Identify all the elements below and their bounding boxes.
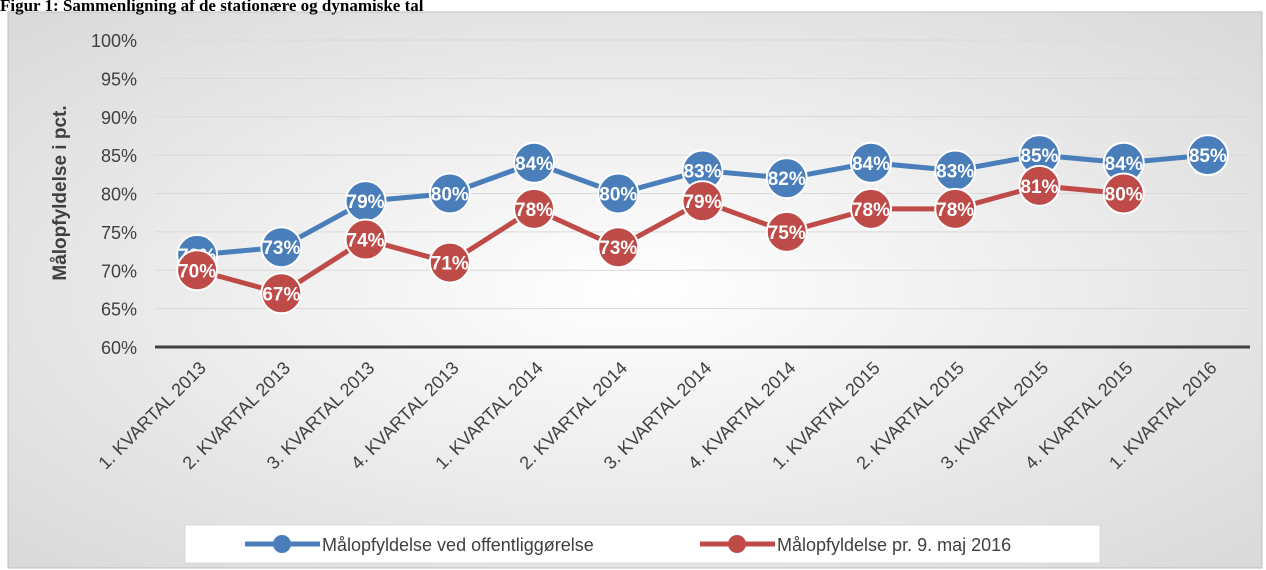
data-label: 78% xyxy=(936,200,974,221)
y-tick-label: 70% xyxy=(101,261,137,281)
y-tick-label: 95% xyxy=(101,69,137,89)
marker xyxy=(681,180,724,223)
marker xyxy=(344,218,387,261)
marker xyxy=(849,187,892,230)
marker xyxy=(849,141,892,184)
marker xyxy=(1102,172,1145,215)
y-tick-label: 100% xyxy=(91,31,137,51)
marker xyxy=(597,172,640,215)
marker xyxy=(597,226,640,269)
data-label: 79% xyxy=(683,192,721,213)
legend-label: Målopfyldelse pr. 9. maj 2016 xyxy=(777,535,1011,555)
data-label: 85% xyxy=(1189,146,1227,167)
legend-label: Målopfyldelse ved offentliggørelse xyxy=(322,535,594,555)
data-label: 78% xyxy=(515,200,553,221)
marker xyxy=(260,272,303,315)
data-label: 82% xyxy=(768,169,806,190)
data-label: 67% xyxy=(262,284,300,305)
data-label: 79% xyxy=(347,192,385,213)
data-label: 75% xyxy=(768,223,806,244)
data-label: 85% xyxy=(1020,146,1058,167)
y-tick-label: 75% xyxy=(101,223,137,243)
legend xyxy=(184,524,1101,564)
marker xyxy=(513,141,556,184)
data-label: 83% xyxy=(683,161,721,182)
data-label: 78% xyxy=(852,200,890,221)
marker xyxy=(765,157,808,200)
data-label: 81% xyxy=(1020,177,1058,198)
y-tick-label: 60% xyxy=(101,338,137,358)
data-label: 80% xyxy=(599,185,637,206)
chart-title: Figur 1: Sammenligning af de stationære … xyxy=(0,0,424,15)
data-label: 70% xyxy=(178,261,216,282)
data-label: 80% xyxy=(1105,185,1143,206)
data-label: 84% xyxy=(852,154,890,175)
marker xyxy=(934,187,977,230)
data-label: 83% xyxy=(936,161,974,182)
y-tick-label: 80% xyxy=(101,185,137,205)
marker xyxy=(260,226,303,269)
y-tick-label: 90% xyxy=(101,108,137,128)
marker xyxy=(513,187,556,230)
data-label: 73% xyxy=(262,238,300,259)
data-label: 71% xyxy=(431,254,469,275)
marker xyxy=(1018,164,1061,207)
y-tick-label: 65% xyxy=(101,300,137,320)
data-label: 73% xyxy=(599,238,637,259)
marker xyxy=(765,210,808,253)
marker xyxy=(1186,134,1229,177)
data-label: 84% xyxy=(515,154,553,175)
y-tick-label: 85% xyxy=(101,146,137,166)
marker xyxy=(176,249,219,292)
y-axis-label: Målopfyldelse i pct. xyxy=(50,105,71,280)
marker xyxy=(428,241,471,284)
chart-area xyxy=(7,11,1263,569)
legend-marker xyxy=(728,535,746,553)
data-label: 84% xyxy=(1105,154,1143,175)
marker xyxy=(428,172,471,215)
data-label: 80% xyxy=(431,185,469,206)
legend-marker xyxy=(273,535,291,553)
data-label: 74% xyxy=(347,231,385,252)
